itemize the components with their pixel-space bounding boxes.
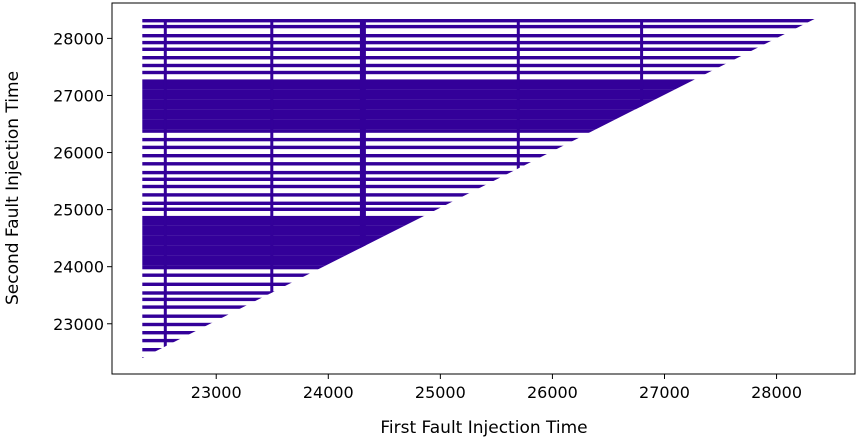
plot-area	[142, 19, 816, 359]
point-band-33	[142, 297, 816, 302]
plot-frame	[111, 2, 856, 375]
point-band-32	[142, 291, 816, 295]
point-column-2	[270, 19, 274, 358]
point-band-11	[142, 109, 816, 120]
point-band-15	[142, 145, 816, 150]
point-band-16	[142, 154, 816, 158]
x-axis-label: First Fault Injection Time	[380, 418, 587, 438]
point-band-18	[142, 170, 816, 175]
point-band-1	[142, 24, 816, 29]
data-points	[142, 19, 816, 359]
point-column-4	[640, 19, 644, 358]
point-column-0	[359, 19, 366, 358]
point-band-10	[142, 99, 816, 110]
y-tick-label-2: 25000	[53, 201, 104, 220]
point-band-9	[142, 89, 816, 100]
y-tick-label-0: 23000	[53, 315, 104, 334]
point-band-8	[142, 79, 816, 90]
x-tick-label-3: 26000	[527, 383, 578, 402]
x-tick-label-2: 25000	[415, 383, 466, 402]
point-band-40	[142, 357, 816, 359]
point-band-25	[142, 225, 816, 236]
point-band-7	[142, 70, 816, 75]
point-band-3	[142, 40, 816, 45]
point-band-31	[142, 282, 816, 286]
point-band-19	[142, 177, 816, 181]
point-band-6	[142, 63, 816, 68]
point-band-4	[142, 47, 816, 51]
x-axis-ticks: 23000 24000 25000 26000 27000 28000	[191, 374, 802, 402]
x-tick-label-1: 24000	[303, 383, 354, 402]
point-band-20	[142, 184, 816, 189]
y-tick-label-3: 26000	[53, 144, 104, 163]
point-band-21	[142, 193, 816, 197]
point-band-23	[142, 207, 816, 211]
point-band-12	[142, 119, 816, 130]
point-band-27	[142, 245, 816, 256]
y-tick-label-4: 27000	[53, 86, 104, 105]
y-tick-label-1: 24000	[53, 258, 104, 277]
point-band-38	[142, 338, 816, 343]
point-band-5	[142, 56, 816, 60]
point-band-37	[142, 331, 816, 335]
x-tick-label-5: 28000	[751, 383, 802, 402]
point-band-29	[142, 265, 816, 270]
x-tick-label-0: 23000	[191, 383, 242, 402]
y-tick-label-5: 28000	[53, 29, 104, 48]
point-band-36	[142, 322, 816, 327]
point-band-35	[142, 314, 816, 318]
point-band-17	[142, 162, 816, 166]
point-band-13	[142, 129, 816, 133]
y-axis-ticks: 23000 24000 25000 26000 27000 28000	[53, 29, 112, 334]
y-axis-label: Second Fault Injection Time	[3, 71, 23, 305]
point-column-1	[163, 19, 167, 358]
x-tick-label-4: 27000	[639, 383, 690, 402]
point-band-39	[142, 348, 816, 352]
point-band-26	[142, 235, 816, 246]
point-band-28	[142, 255, 816, 266]
point-band-30	[142, 273, 816, 277]
point-band-14	[142, 137, 816, 142]
point-band-24	[142, 215, 816, 226]
point-band-0	[142, 19, 816, 23]
point-band-22	[142, 201, 816, 205]
point-column-3	[516, 19, 520, 358]
point-band-2	[142, 34, 816, 38]
point-band-34	[142, 305, 816, 309]
